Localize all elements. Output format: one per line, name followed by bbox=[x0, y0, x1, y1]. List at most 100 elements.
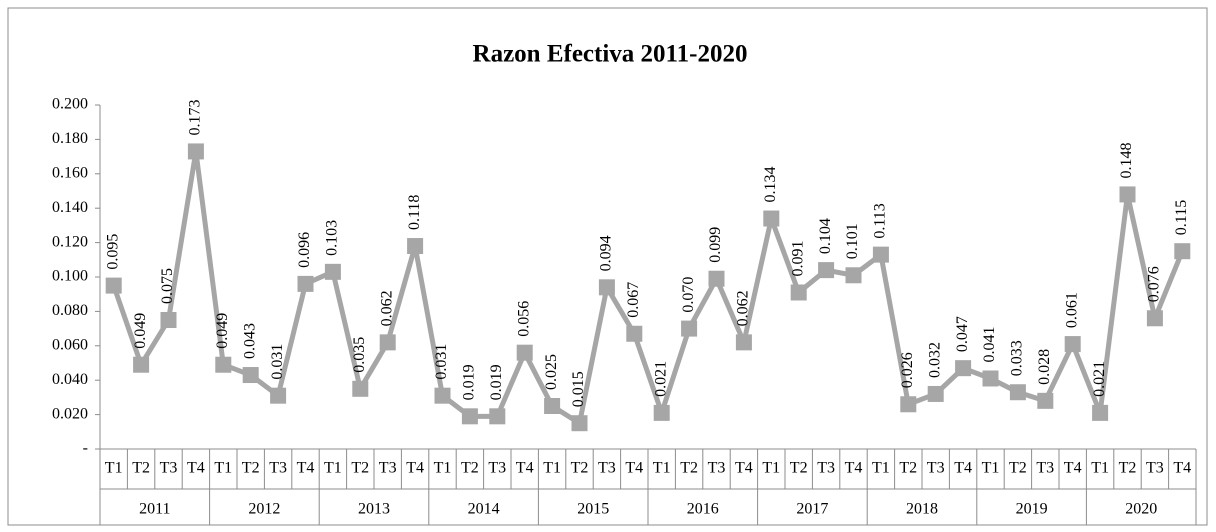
x-group-label: 2013 bbox=[358, 501, 390, 518]
x-tick-label: T2 bbox=[1009, 460, 1027, 477]
data-label: 0.025 bbox=[543, 354, 560, 390]
marker bbox=[1119, 186, 1136, 203]
y-tick-label: 0.080 bbox=[52, 302, 88, 319]
marker bbox=[708, 270, 725, 287]
x-tick-label: T2 bbox=[461, 460, 479, 477]
marker bbox=[1064, 336, 1081, 353]
x-group-label: 2018 bbox=[906, 501, 938, 518]
marker bbox=[407, 238, 424, 255]
x-tick-label: T4 bbox=[406, 460, 424, 477]
data-label: 0.047 bbox=[954, 316, 971, 352]
data-label: 0.104 bbox=[817, 218, 834, 254]
chart-border bbox=[7, 7, 1208, 526]
data-label: 0.075 bbox=[159, 268, 176, 304]
marker bbox=[982, 370, 999, 387]
x-tick-label: T3 bbox=[598, 460, 616, 477]
data-label: 0.049 bbox=[132, 313, 149, 349]
x-tick-label: T1 bbox=[543, 460, 561, 477]
data-label: 0.049 bbox=[214, 313, 231, 349]
data-label: 0.067 bbox=[625, 282, 642, 318]
y-tick-label: 0.020 bbox=[52, 405, 88, 422]
data-label: 0.021 bbox=[652, 361, 669, 397]
marker bbox=[160, 312, 177, 328]
x-tick-label: T4 bbox=[1173, 460, 1191, 477]
marker bbox=[379, 334, 396, 351]
x-tick-label: T3 bbox=[160, 460, 178, 477]
x-tick-label: T1 bbox=[653, 460, 671, 477]
marker bbox=[324, 263, 341, 280]
marker bbox=[516, 344, 533, 361]
marker bbox=[571, 415, 588, 432]
x-tick-label: T1 bbox=[214, 460, 232, 477]
data-label: 0.035 bbox=[351, 337, 368, 373]
marker bbox=[845, 267, 862, 284]
y-tick-label: 0.120 bbox=[52, 233, 88, 250]
x-tick-label: T2 bbox=[790, 460, 808, 477]
marker bbox=[544, 398, 561, 414]
data-label: 0.148 bbox=[1118, 142, 1135, 178]
data-label: 0.099 bbox=[707, 227, 724, 263]
marker bbox=[434, 387, 451, 404]
x-tick-label: T4 bbox=[187, 460, 205, 477]
data-label: 0.115 bbox=[1173, 200, 1190, 235]
x-group-label: 2020 bbox=[1125, 501, 1157, 518]
x-tick-label: T2 bbox=[571, 460, 589, 477]
x-tick-label: T3 bbox=[488, 460, 506, 477]
marker bbox=[598, 279, 615, 296]
data-label: 0.015 bbox=[570, 371, 587, 407]
data-label: 0.031 bbox=[433, 344, 450, 380]
data-label: 0.134 bbox=[762, 167, 779, 203]
x-tick-label: T1 bbox=[762, 460, 780, 477]
marker bbox=[1146, 310, 1163, 327]
data-label: 0.076 bbox=[1146, 266, 1163, 302]
marker bbox=[215, 356, 232, 373]
data-label: 0.091 bbox=[789, 240, 806, 276]
marker bbox=[105, 277, 122, 294]
data-label: 0.021 bbox=[1091, 361, 1108, 397]
data-label: 0.062 bbox=[378, 290, 395, 326]
data-label: 0.062 bbox=[735, 290, 752, 326]
y-tick-label: 0.060 bbox=[52, 336, 88, 353]
y-tick-label: - bbox=[83, 440, 88, 457]
data-label: 0.041 bbox=[981, 326, 998, 362]
x-tick-label: T3 bbox=[817, 460, 835, 477]
data-label: 0.173 bbox=[187, 99, 204, 135]
marker bbox=[133, 356, 150, 373]
x-group-label: 2019 bbox=[1016, 501, 1048, 518]
marker bbox=[626, 325, 643, 342]
x-tick-label: T4 bbox=[845, 460, 863, 477]
x-tick-label: T4 bbox=[1064, 460, 1082, 477]
x-tick-label: T4 bbox=[735, 460, 753, 477]
data-label: 0.026 bbox=[899, 352, 916, 388]
data-label: 0.043 bbox=[241, 323, 258, 359]
x-tick-label: T1 bbox=[105, 460, 123, 477]
x-group-label: 2016 bbox=[687, 501, 719, 518]
data-label: 0.019 bbox=[488, 364, 505, 400]
data-label: 0.033 bbox=[1009, 340, 1026, 376]
marker bbox=[461, 408, 478, 425]
x-tick-label: T2 bbox=[351, 460, 369, 477]
data-label: 0.070 bbox=[680, 277, 697, 313]
x-tick-label: T4 bbox=[297, 460, 315, 477]
marker bbox=[900, 396, 917, 413]
marker bbox=[927, 385, 944, 402]
y-tick-label: 0.140 bbox=[52, 199, 88, 216]
x-tick-label: T4 bbox=[516, 460, 534, 477]
x-tick-label: T1 bbox=[324, 460, 342, 477]
marker bbox=[955, 360, 972, 377]
x-tick-label: T1 bbox=[982, 460, 1000, 477]
marker bbox=[790, 284, 807, 301]
marker bbox=[187, 143, 204, 160]
data-label: 0.096 bbox=[296, 232, 313, 268]
marker bbox=[818, 262, 835, 279]
x-tick-label: T3 bbox=[379, 460, 397, 477]
data-label: 0.101 bbox=[844, 223, 861, 259]
x-group-label: 2012 bbox=[248, 501, 280, 518]
y-tick-label: 0.200 bbox=[52, 96, 88, 113]
data-label: 0.095 bbox=[104, 234, 121, 270]
line bbox=[111, 148, 1185, 426]
data-label: 0.032 bbox=[926, 342, 943, 378]
x-tick-label: T3 bbox=[708, 460, 726, 477]
marker bbox=[1174, 243, 1191, 260]
